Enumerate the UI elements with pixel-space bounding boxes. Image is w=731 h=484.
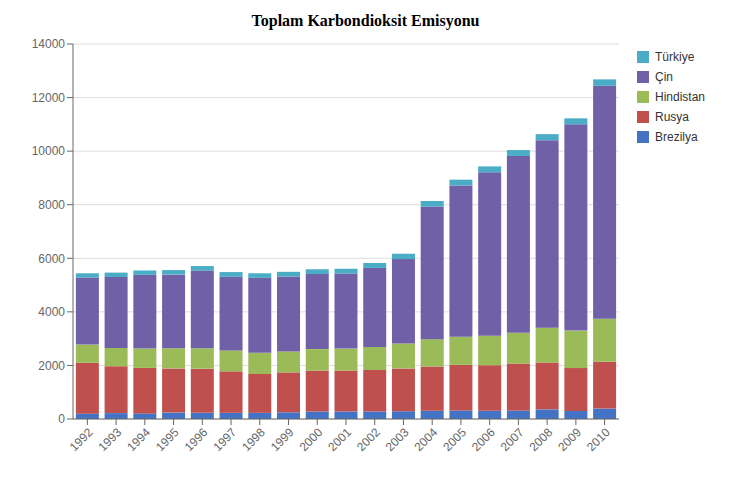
html-text:Çin: Çin	[655, 70, 673, 84]
svg-text:0: 0	[58, 412, 65, 426]
svg-text:10000: 10000	[32, 144, 66, 158]
svg-text:1995: 1995	[153, 425, 182, 454]
svg-text:2005: 2005	[440, 425, 469, 454]
svg-text:2000: 2000	[297, 425, 326, 454]
svg-text:2009: 2009	[555, 425, 584, 454]
svg-text:2007: 2007	[498, 425, 527, 454]
svg-text:2003: 2003	[383, 425, 412, 454]
svg-text:4000: 4000	[38, 305, 65, 319]
svg-text:8000: 8000	[38, 198, 65, 212]
svg-text:1994: 1994	[124, 425, 153, 454]
svg-text:2002: 2002	[354, 425, 383, 454]
html-text:Rusya: Rusya	[655, 110, 689, 124]
svg-text:2000: 2000	[38, 359, 65, 373]
html-text:Brezilya: Brezilya	[655, 130, 698, 144]
svg-text:1992: 1992	[67, 425, 96, 454]
svg-text:1998: 1998	[239, 425, 268, 454]
svg-text:2001: 2001	[325, 425, 354, 454]
svg-text:2010: 2010	[584, 425, 613, 454]
html-text:Türkiye: Türkiye	[655, 50, 695, 64]
html-text:Toplam Karbondioksit Emisyonu: Toplam Karbondioksit Emisyonu	[251, 12, 480, 29]
svg-text:1993: 1993	[95, 425, 124, 454]
svg-text:1997: 1997	[210, 425, 239, 454]
svg-text:6000: 6000	[38, 252, 65, 266]
html-text:Hindistan: Hindistan	[655, 90, 705, 104]
svg-text:2006: 2006	[469, 425, 498, 454]
svg-text:1999: 1999	[268, 425, 297, 454]
svg-text:14000: 14000	[32, 37, 66, 51]
svg-text:1996: 1996	[182, 425, 211, 454]
svg-text:12000: 12000	[32, 91, 66, 105]
svg-text:2008: 2008	[526, 425, 555, 454]
svg-text:2004: 2004	[412, 425, 441, 454]
